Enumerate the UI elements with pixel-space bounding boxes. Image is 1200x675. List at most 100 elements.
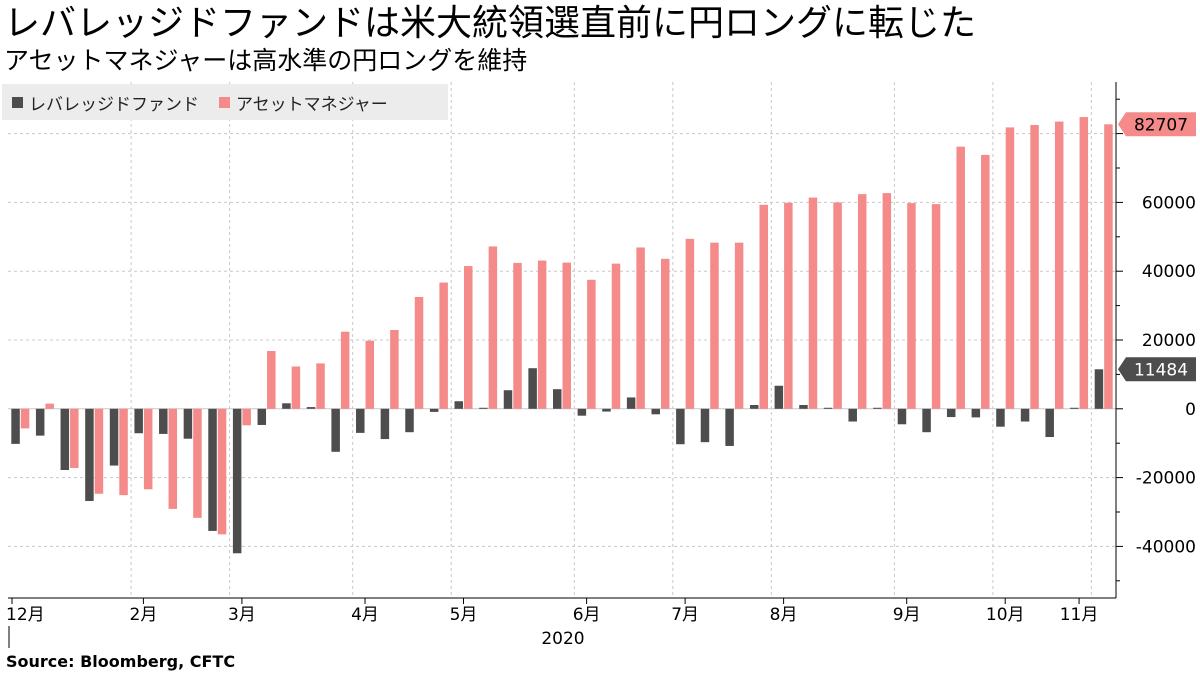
bar-leveraged bbox=[232, 408, 242, 554]
bar-asset bbox=[267, 351, 276, 409]
bar-leveraged bbox=[971, 408, 981, 418]
chart-title: レバレッジドファンドは米大統領選直前に円ロングに転じた bbox=[4, 3, 977, 44]
y-tick-label: 40000 bbox=[1142, 262, 1196, 282]
bars bbox=[11, 117, 1113, 554]
bar-leveraged bbox=[1045, 408, 1054, 438]
legend-swatch-leveraged bbox=[12, 96, 23, 108]
x-tick-label: 7月 bbox=[671, 605, 699, 625]
bar-asset bbox=[340, 331, 350, 409]
bar-asset bbox=[685, 238, 695, 409]
bar-asset bbox=[537, 260, 547, 409]
bar-leveraged bbox=[1094, 369, 1104, 409]
legend-item-leveraged: レバレッジドファンド bbox=[12, 90, 199, 115]
legend-label-leveraged: レバレッジドファンド bbox=[29, 94, 199, 115]
bar-leveraged bbox=[897, 408, 907, 425]
bar-asset bbox=[513, 262, 522, 409]
bar-leveraged bbox=[725, 408, 734, 446]
y-tick-label: 60000 bbox=[1142, 193, 1196, 213]
y-tick-label: -20000 bbox=[1136, 469, 1196, 489]
bar-asset bbox=[710, 242, 719, 409]
bar-asset bbox=[316, 363, 325, 409]
bar-leveraged bbox=[405, 408, 414, 433]
x-year-label: 2020 bbox=[541, 629, 584, 649]
bar-leveraged bbox=[946, 408, 956, 418]
bar-asset bbox=[1030, 125, 1039, 409]
bar-asset bbox=[833, 202, 842, 409]
bar-leveraged bbox=[11, 408, 20, 444]
bar-asset bbox=[562, 262, 571, 409]
bar-leveraged bbox=[331, 408, 340, 452]
bar-asset bbox=[119, 408, 128, 496]
asset-callout-label: 82707 bbox=[1134, 115, 1188, 135]
bar-leveraged bbox=[823, 407, 833, 409]
bar-leveraged bbox=[159, 408, 168, 434]
bar-leveraged bbox=[799, 405, 808, 409]
x-tick-label: 4月 bbox=[351, 605, 379, 625]
bar-leveraged bbox=[134, 408, 143, 434]
x-tick-label: 8月 bbox=[770, 605, 798, 625]
bar-asset bbox=[857, 194, 867, 409]
bar-asset bbox=[636, 247, 645, 409]
bar-asset bbox=[587, 279, 596, 409]
bar-asset bbox=[660, 258, 670, 409]
bar-asset bbox=[759, 204, 768, 409]
bar-leveraged bbox=[651, 408, 660, 415]
bar-leveraged bbox=[873, 407, 882, 409]
bar-asset bbox=[390, 330, 399, 409]
bar-leveraged bbox=[503, 390, 513, 409]
bar-asset bbox=[20, 408, 30, 429]
leveraged-callout bbox=[1118, 357, 1196, 382]
x-tick-label: 12月 bbox=[6, 605, 45, 625]
legend-item-asset: アセットマネジャー bbox=[219, 90, 388, 115]
bar-leveraged bbox=[528, 368, 537, 409]
bar-leveraged bbox=[1070, 407, 1079, 409]
bar-asset bbox=[907, 203, 916, 409]
bar-leveraged bbox=[1020, 408, 1030, 422]
bar-leveraged bbox=[454, 401, 464, 409]
axes: -40000 -20000 0 20000 40000 60000 12月 2月 3月 4月 5月 6… bbox=[6, 82, 1196, 649]
bar-asset bbox=[45, 403, 54, 409]
x-tick-label: 9月 bbox=[893, 605, 921, 625]
bar-leveraged bbox=[356, 408, 365, 433]
bar-leveraged bbox=[676, 408, 685, 445]
bar-asset bbox=[439, 282, 448, 409]
bar-leveraged bbox=[85, 408, 94, 501]
bar-leveraged bbox=[749, 405, 759, 409]
bar-leveraged bbox=[257, 408, 267, 425]
bar-asset bbox=[808, 197, 818, 409]
asset-callout bbox=[1118, 112, 1196, 137]
bar-leveraged bbox=[306, 407, 316, 409]
y-tick-label: 0 bbox=[1185, 400, 1196, 420]
bar-asset bbox=[488, 246, 498, 409]
bar-leveraged bbox=[602, 408, 611, 412]
bar-leveraged bbox=[208, 408, 217, 531]
bar-asset bbox=[193, 408, 202, 518]
bar-asset bbox=[1104, 124, 1113, 409]
legend: レバレッジドファンド アセットマネジャー bbox=[2, 84, 448, 120]
legend-label-asset: アセットマネジャー bbox=[236, 94, 388, 115]
bar-leveraged bbox=[553, 389, 562, 409]
bar-leveraged bbox=[922, 408, 931, 433]
x-tick-label: 2月 bbox=[130, 605, 158, 625]
x-tick-label: 6月 bbox=[573, 605, 601, 625]
x-tick-label: 3月 bbox=[228, 605, 256, 625]
bar-asset bbox=[464, 266, 473, 409]
bar-asset bbox=[217, 408, 227, 535]
bar-leveraged bbox=[282, 403, 291, 409]
bar-leveraged bbox=[60, 408, 70, 471]
bar-asset bbox=[242, 408, 251, 426]
x-tick-label: 11月 bbox=[1060, 605, 1099, 625]
bar-leveraged bbox=[429, 408, 439, 412]
x-tick-label: 5月 bbox=[450, 605, 478, 625]
legend-swatch-asset bbox=[219, 96, 230, 108]
bar-asset bbox=[611, 263, 621, 409]
bar-asset bbox=[981, 154, 990, 409]
bar-asset bbox=[1054, 121, 1064, 409]
bar-asset bbox=[143, 408, 153, 490]
x-tick-label: 10月 bbox=[986, 605, 1025, 625]
y-tick-label: 20000 bbox=[1142, 331, 1196, 351]
bar-leveraged bbox=[626, 397, 636, 409]
bar-leveraged bbox=[577, 408, 587, 416]
bar-asset bbox=[70, 408, 79, 468]
